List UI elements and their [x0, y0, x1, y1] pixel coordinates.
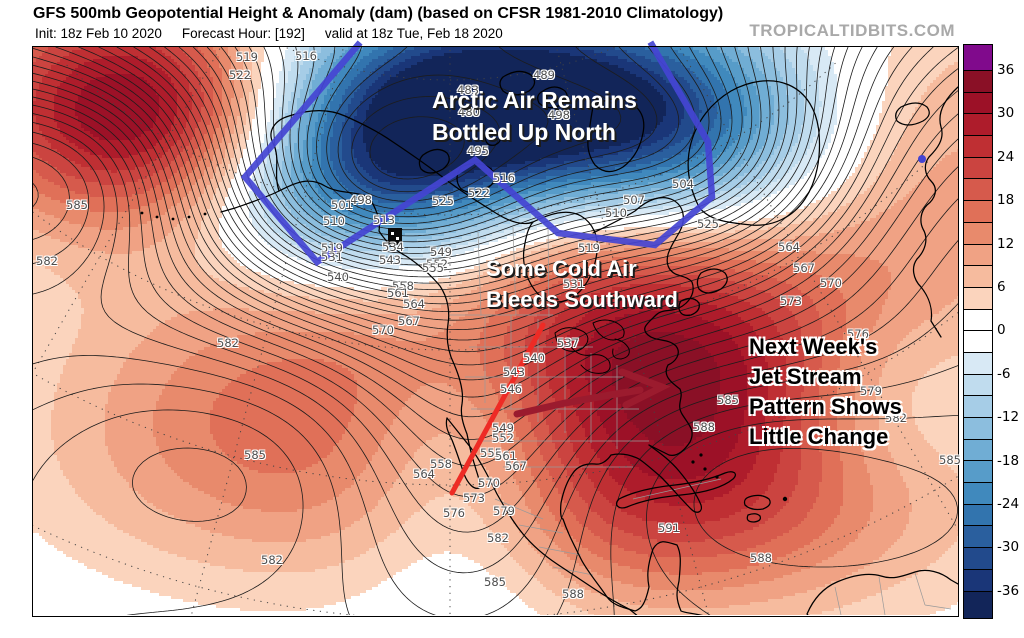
colorbar-cell: [964, 92, 992, 115]
colorbar-cell: [964, 331, 992, 353]
forecast-hour: Forecast Hour: [192]: [181, 26, 305, 41]
colorbar-cell: [964, 244, 992, 267]
colorbar-cell: [964, 352, 992, 375]
colorbar-tick: -6: [997, 365, 1011, 382]
colorbar-cell: [964, 439, 992, 462]
colorbar-tick: -36: [997, 582, 1020, 599]
colorbar-tick: 18: [997, 192, 1015, 209]
colorbar-cell: [964, 45, 992, 71]
watermark: TROPICALTIDBITS.COM: [749, 21, 955, 40]
colorbar-cell: [964, 418, 992, 440]
colorbar-cell: [964, 548, 992, 570]
colorbar-tick: -30: [997, 539, 1020, 556]
colorbar-cell: [964, 569, 992, 592]
colorbar-cell: [964, 157, 992, 180]
colorbar-cell: [964, 396, 992, 418]
colorbar-cell: [964, 374, 992, 397]
colorbar-cell: [964, 526, 992, 549]
colorbar-tick: 36: [997, 62, 1015, 78]
colorbar-cell: [964, 179, 992, 202]
colorbar: [963, 44, 993, 619]
colorbar-cell: [964, 309, 992, 332]
colorbar-tick: 12: [997, 235, 1015, 252]
colorbar-cell: [964, 71, 992, 93]
colorbar-tick: 0: [997, 322, 1006, 339]
colorbar-cell: [964, 114, 992, 137]
colorbar-tick: 6: [997, 279, 1006, 295]
colorbar-cell: [964, 461, 992, 484]
colorbar-cell: [964, 483, 992, 505]
colorbar-tick: 30: [997, 105, 1015, 122]
colorbar-tick: -18: [997, 452, 1020, 469]
map-canvas: [33, 47, 958, 615]
init-time: Init: 18z Feb 10 2020: [35, 26, 162, 41]
valid-time: valid at 18z Tue, Feb 18 2020: [324, 26, 503, 41]
colorbar-tick: 24: [997, 148, 1015, 165]
colorbar-cell: [964, 266, 992, 288]
colorbar-cell: [964, 591, 992, 618]
colorbar-cell: [964, 136, 992, 158]
colorbar-cell: [964, 287, 992, 310]
init-line: Init: 18z Feb 10 2020 Forecast Hour: [192…: [35, 26, 523, 41]
colorbar-tick: -24: [997, 496, 1020, 512]
colorbar-tick: -12: [997, 409, 1020, 426]
colorbar-cell: [964, 201, 992, 223]
page-title: GFS 500mb Geopotential Height & Anomaly …: [33, 5, 724, 22]
colorbar-cell: [964, 222, 992, 245]
colorbar-cell: [964, 504, 992, 527]
